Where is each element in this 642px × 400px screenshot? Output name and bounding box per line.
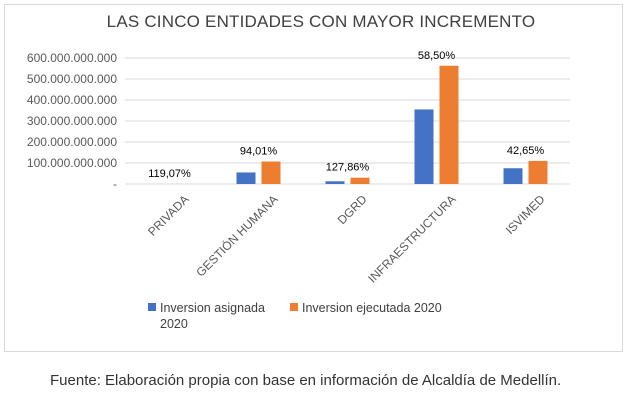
y-tick-label: 400.000.000.000 xyxy=(27,93,117,107)
data-label: 42,65% xyxy=(507,145,545,157)
x-tick-label: ISVIMED xyxy=(503,192,548,237)
legend-label: Inversion ejecutada 2020 xyxy=(302,301,442,315)
x-tick-label: GESTIÓN HUMANA xyxy=(193,192,281,280)
bar-chart: - 100.000.000.000 200.000.000.000 300.000.0… xyxy=(27,50,570,331)
y-tick-label: 500.000.000.000 xyxy=(27,72,117,86)
bar xyxy=(325,181,345,184)
x-tick-label: PRIVADA xyxy=(145,192,192,239)
legend-swatch xyxy=(148,303,156,311)
y-tick-label: 600.000.000.000 xyxy=(27,51,117,65)
y-tick-label: 200.000.000.000 xyxy=(27,135,117,149)
data-label: 127,86% xyxy=(326,162,370,174)
legend-label: 2020 xyxy=(160,317,188,331)
x-tick-label: INFRAESTRUCTURA xyxy=(365,192,458,285)
bar xyxy=(236,172,256,184)
x-tick-label: DGRD xyxy=(335,192,370,227)
data-label: 94,01% xyxy=(240,146,278,158)
y-tick-label: 300.000.000.000 xyxy=(27,114,117,128)
legend-swatch xyxy=(290,303,298,311)
bar xyxy=(261,161,281,184)
chart-title: LAS CINCO ENTIDADES CON MAYOR INCREMENTO xyxy=(106,12,536,31)
data-label: 58,50% xyxy=(418,50,456,62)
data-label: 119,07% xyxy=(148,168,191,180)
bar xyxy=(439,65,459,184)
y-tick-label: 100.000.000.000 xyxy=(27,156,117,170)
bar xyxy=(528,160,548,184)
bar xyxy=(350,177,370,184)
legend-label: Inversion asignada xyxy=(160,301,265,315)
y-tick-label: - xyxy=(113,177,117,191)
source-caption: Fuente: Elaboración propia con base en i… xyxy=(50,372,562,389)
bar xyxy=(503,168,523,184)
bar xyxy=(414,109,434,184)
